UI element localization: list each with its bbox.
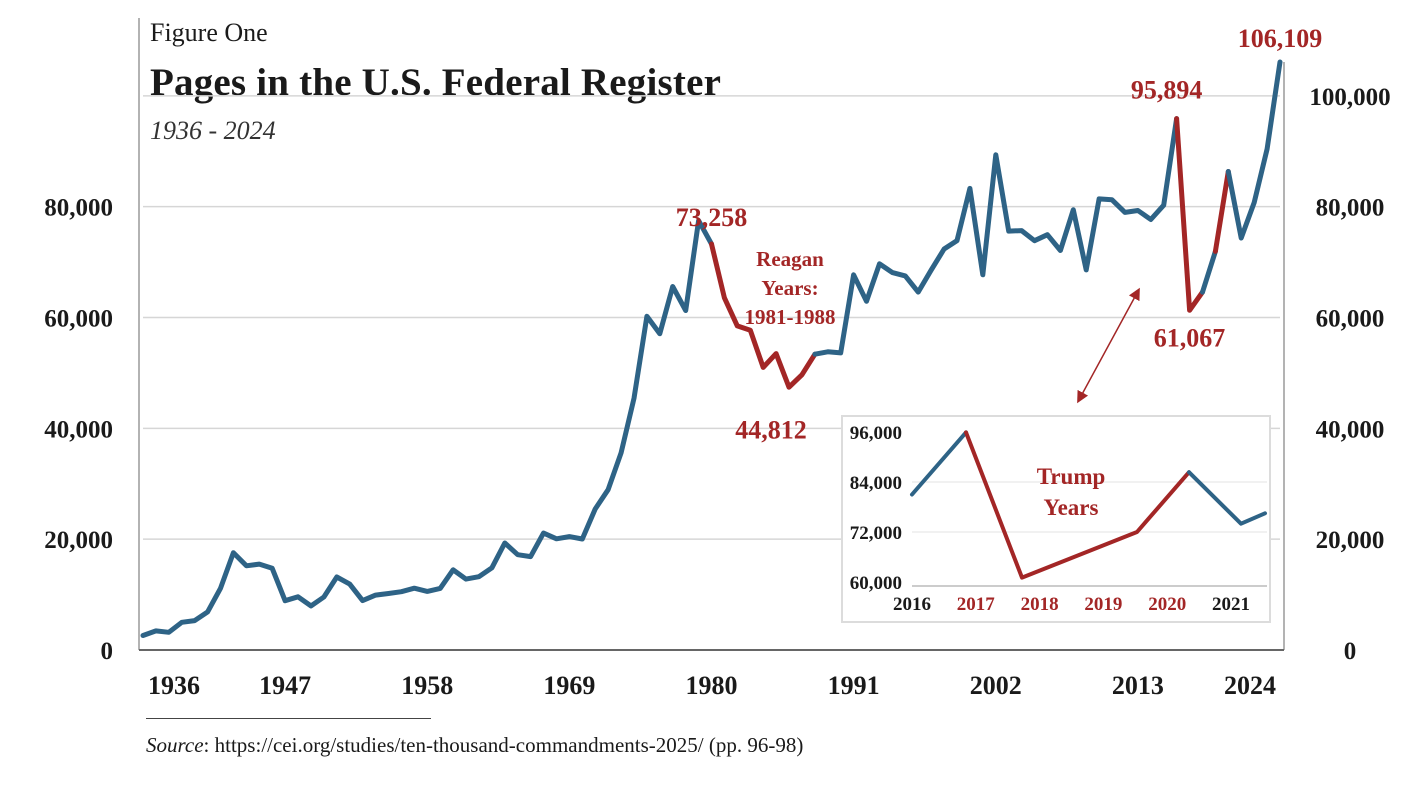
inset-highlight-line bbox=[964, 430, 1191, 580]
series-line bbox=[1225, 59, 1283, 241]
chart-subtitle: 1936 - 2024 bbox=[150, 116, 276, 145]
inset-x-tick-label: 2018 bbox=[1021, 594, 1059, 615]
y-tick-label-right: 60,000 bbox=[1316, 306, 1385, 333]
y-tick-label-right: 40,000 bbox=[1316, 416, 1385, 443]
data-label: 44,812 bbox=[735, 416, 807, 445]
inset-series-line bbox=[910, 430, 968, 497]
y-tick-label-right: 20,000 bbox=[1316, 527, 1385, 554]
inset-x-tick-label: 2016 bbox=[893, 594, 931, 615]
x-tick-label: 2024 bbox=[1224, 671, 1276, 700]
inset-label-trump: Trump bbox=[1037, 464, 1106, 489]
inset-x-tick-label: 2021 bbox=[1212, 594, 1250, 615]
series-line bbox=[140, 218, 714, 638]
inset-y-tick-label: 84,000 bbox=[850, 473, 902, 494]
source-url[interactable]: https://cei.org/studies/ten-thousand-com… bbox=[214, 733, 804, 757]
x-tick-label: 1991 bbox=[828, 671, 880, 700]
y-tick-label-left: 40,000 bbox=[44, 416, 113, 443]
data-label: 61,067 bbox=[1154, 324, 1226, 353]
x-tick-label: 1969 bbox=[543, 671, 595, 700]
source-label: Source bbox=[146, 733, 204, 757]
source-separator: : bbox=[203, 733, 210, 757]
chart-title: Pages in the U.S. Federal Register bbox=[150, 61, 722, 104]
y-tick-label-right: 0 bbox=[1344, 638, 1357, 665]
range-label-reagan: Reagan bbox=[756, 247, 824, 271]
x-tick-label: 1958 bbox=[401, 671, 453, 700]
data-label: 73,258 bbox=[676, 203, 748, 232]
series-line bbox=[1200, 248, 1218, 295]
y-tick-label-right: 100,000 bbox=[1309, 84, 1390, 111]
y-tick-label-left: 60,000 bbox=[44, 306, 113, 333]
inset-x-tick-label: 2020 bbox=[1148, 594, 1186, 615]
highlight-series-line bbox=[709, 241, 818, 390]
source-divider bbox=[146, 718, 431, 719]
highlight-series-line bbox=[1212, 169, 1231, 254]
source-note: Source: https://cei.org/studies/ten-thou… bbox=[146, 733, 803, 758]
inset-x-tick-label: 2017 bbox=[957, 594, 996, 615]
inset-x-tick-label: 2019 bbox=[1084, 594, 1122, 615]
x-tick-label: 2013 bbox=[1112, 671, 1164, 700]
y-tick-label-left: 80,000 bbox=[44, 195, 113, 222]
highlight-series-line bbox=[1174, 116, 1205, 313]
inset-panel bbox=[841, 415, 1271, 623]
data-label: 95,894 bbox=[1131, 76, 1203, 105]
inset-y-tick-label: 96,000 bbox=[850, 423, 902, 444]
x-tick-label: 1980 bbox=[686, 671, 738, 700]
series-line bbox=[812, 116, 1180, 357]
x-tick-label: 1936 bbox=[148, 671, 200, 700]
data-label: 106,109 bbox=[1238, 24, 1323, 53]
figure-label: Figure One bbox=[150, 18, 268, 47]
range-label-reagan: Years: bbox=[761, 276, 818, 300]
inset-y-tick-label: 60,000 bbox=[850, 573, 902, 594]
y-tick-label-right: 80,000 bbox=[1316, 195, 1385, 222]
inset-series-line bbox=[1187, 470, 1267, 526]
y-tick-label-left: 0 bbox=[101, 638, 114, 665]
x-tick-label: 1947 bbox=[259, 671, 311, 700]
range-label-reagan: 1981-1988 bbox=[745, 305, 836, 329]
inset-y-tick-label: 72,000 bbox=[850, 523, 902, 544]
y-tick-label-left: 20,000 bbox=[44, 527, 113, 554]
inset-label-trump: Years bbox=[1044, 495, 1099, 520]
x-tick-label: 2002 bbox=[970, 671, 1022, 700]
inset-link-arrow bbox=[1077, 287, 1140, 404]
